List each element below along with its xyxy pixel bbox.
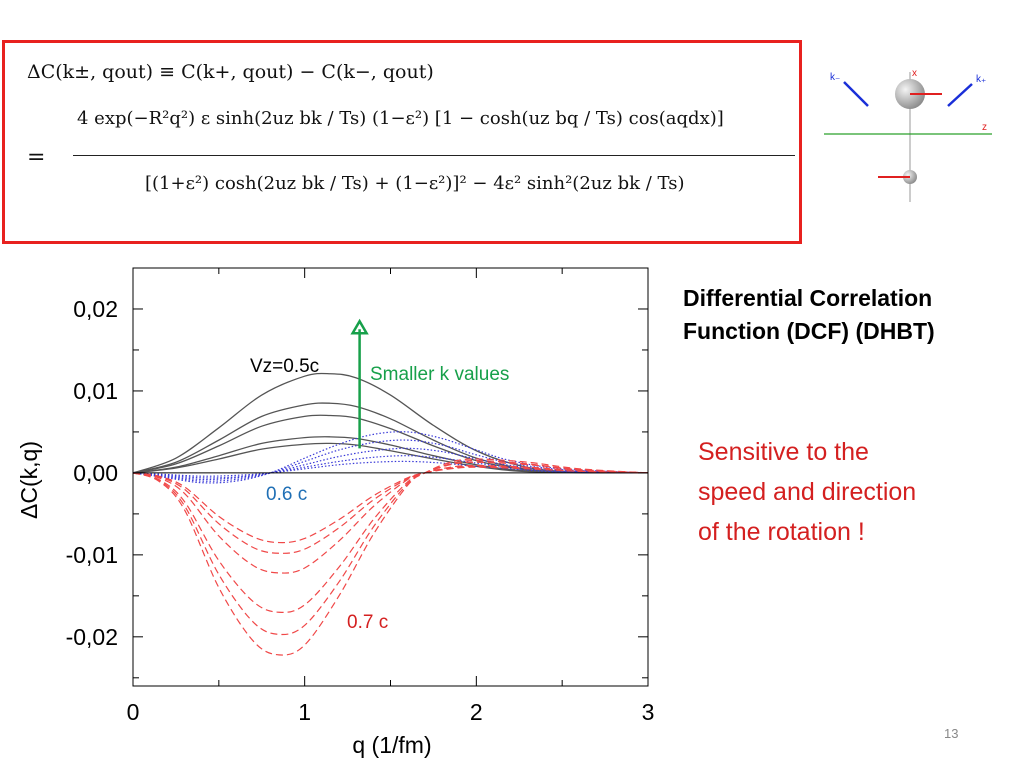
k-minus-label: k₋ [830,72,840,83]
k-plus-arrow [947,83,973,107]
series-line-g1-c0 [132,431,649,484]
x-axis-label: q (1/fm) [352,732,431,758]
series-line-g1-c2 [132,447,649,481]
annotation-vz05: Vz=0.5c [250,356,319,377]
series-line-g1-c4 [132,460,649,477]
slide-heading: Differential Correlation Function (DCF) … [683,282,935,348]
chart-ticks [132,267,649,686]
heading-line-2: Function (DCF) (DHBT) [683,318,935,344]
tick-label-y-0: 0,02 [73,296,118,322]
tick-label-x-0: 0 [127,699,140,725]
tick-label-x-3: 3 [642,699,655,725]
series-line-g0-c1 [132,402,649,474]
rotation-diagram: k₋ k₊ x z [824,68,992,202]
z-label: z [982,122,987,133]
series-line-g2-c0 [132,458,649,656]
series-line-g2-c2 [132,461,649,613]
plot-frame [132,267,649,687]
chart-curves [132,372,649,656]
series-line-g0-c3 [132,436,649,474]
formula-denominator: [(1+ε²) cosh(2uz bk / Ts) + (1−ε²)]² − 4… [145,173,685,194]
series-line-g0-c0 [132,372,649,474]
k-plus-label: k₊ [976,74,986,85]
note-line-1: Sensitive to the [698,438,869,466]
k-minus-arrow [843,81,869,107]
x-label: x [912,68,917,79]
formula-numerator: 4 exp(−R²q²) ε sinh(2uz bk / Ts) (1−ε²) … [77,108,724,129]
tick-label-y-4: -0,02 [66,624,118,650]
note-line-2: speed and direction [698,478,917,506]
smaller-k-arrowhead [350,318,369,335]
note-line-3: of the rotation ! [698,518,865,546]
tick-label-x-1: 1 [298,699,311,725]
series-line-g2-c4 [132,465,649,554]
formula-fraction-bar [73,155,795,156]
y-axis-label: ΔC(k,q) [16,441,42,519]
tick-label-x-2: 2 [470,699,483,725]
sensitivity-note: Sensitive to the speed and direction of … [698,432,998,552]
tick-label-y-1: 0,01 [73,378,118,404]
annotation-arrow-label: Smaller k values [370,364,509,385]
page-number: 13 [944,726,959,741]
tick-label-y-2: 0,00 [73,460,118,486]
dcf-chart: 0,02 0,01 0,00 -0,01 -0,02 0 1 2 3 q (1/… [16,267,655,758]
series-line-g0-c4 [132,442,649,474]
formula-line-1: ΔC(k±, qout) ≡ C(k+, qout) − C(k−, qout) [27,61,434,83]
series-line-g2-c5 [132,466,649,544]
annotation-vz07: 0.7 c [347,612,388,633]
series-line-g0-c2 [132,414,649,474]
series-line-g2-c3 [132,464,649,574]
annotation-vz06: 0.6 c [266,484,307,505]
series-line-g2-c1 [132,460,649,636]
formula-box: ΔC(k±, qout) ≡ C(k+, qout) − C(k−, qout)… [2,40,802,244]
tick-label-y-3: -0,01 [66,542,118,568]
formula-equals: = [27,145,46,170]
series-line-g1-c3 [132,455,649,479]
heading-line-1: Differential Correlation [683,285,933,311]
